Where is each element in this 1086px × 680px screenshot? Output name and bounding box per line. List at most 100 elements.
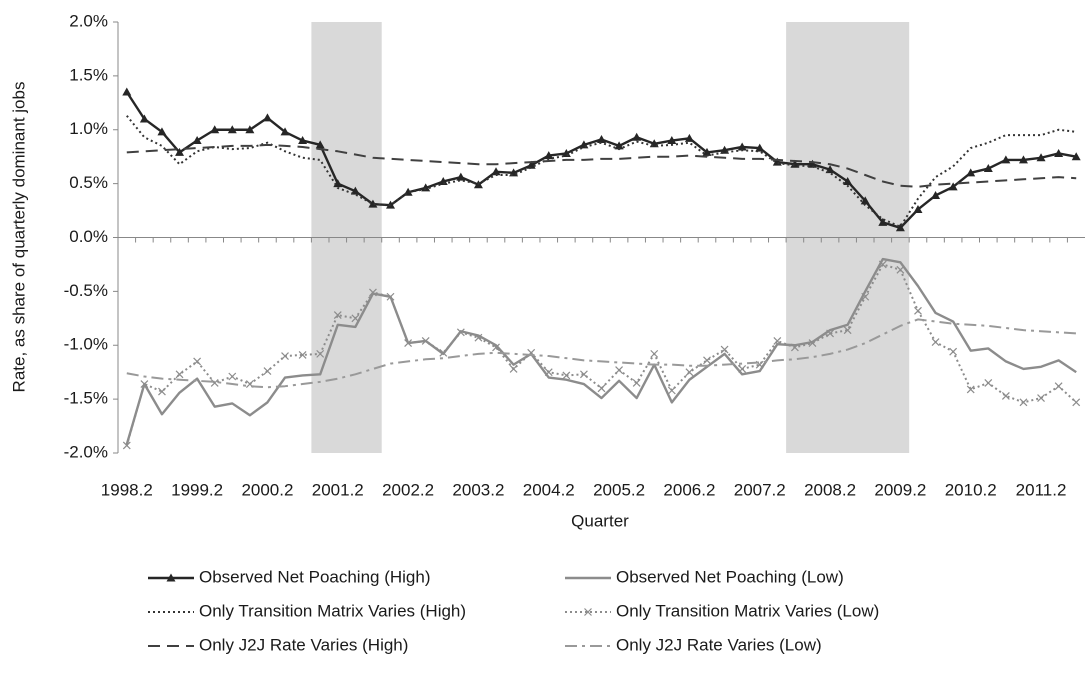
legend-label: Only Transition Matrix Varies (High) — [199, 601, 466, 620]
marker-x — [738, 365, 747, 373]
marker-x — [931, 338, 940, 346]
marker-triangle — [895, 223, 905, 232]
marker-x — [298, 351, 307, 359]
y-tick-label: -1.5% — [64, 389, 108, 408]
y-tick-label: 1.5% — [69, 65, 108, 84]
x-tick-label: 2003.2 — [452, 480, 504, 499]
legend-marker — [166, 573, 176, 582]
marker-triangle — [122, 87, 132, 96]
x-tick-label: 2009.2 — [874, 480, 926, 499]
x-tick-label: 1998.2 — [101, 480, 153, 499]
x-tick-label: 2004.2 — [523, 480, 575, 499]
marker-triangle — [737, 142, 747, 151]
marker-x — [439, 348, 448, 357]
marker-triangle — [1018, 155, 1028, 164]
marker-x — [597, 384, 606, 393]
marker-triangle — [614, 141, 624, 150]
marker-x — [509, 365, 518, 373]
marker-x — [650, 349, 659, 358]
legend-label: Only Transition Matrix Varies (Low) — [616, 601, 879, 620]
marker-x — [790, 343, 799, 352]
legend-item: Only Transition Matrix Varies (High) — [148, 601, 466, 620]
marker-triangle — [843, 176, 853, 185]
marker-triangle — [368, 199, 378, 208]
legend-label: Only J2J Rate Varies (Low) — [616, 635, 822, 654]
y-tick-label: 0.5% — [69, 173, 108, 192]
marker-triangle — [210, 125, 220, 134]
marker-x — [861, 292, 870, 301]
marker-triangle — [684, 133, 694, 142]
marker-triangle — [526, 160, 536, 169]
x-tick-label: 2010.2 — [945, 480, 997, 499]
series-line — [126, 318, 1077, 389]
x-tick-label: 2007.2 — [734, 480, 786, 499]
marker-triangle — [157, 127, 167, 136]
marker-triangle — [1071, 152, 1081, 161]
marker-triangle — [913, 204, 923, 213]
legend-marker — [584, 608, 592, 616]
marker-x — [333, 311, 342, 320]
marker-x — [474, 333, 483, 342]
legend-label: Observed Net Poaching (Low) — [616, 567, 844, 586]
marker-triangle — [948, 182, 958, 191]
marker-x — [667, 386, 676, 395]
marker-x — [140, 380, 149, 388]
marker-triangle — [298, 136, 308, 145]
marker-triangle — [544, 151, 554, 160]
legend-item: Only Transition Matrix Varies (Low) — [565, 601, 879, 620]
marker-triangle — [175, 147, 185, 156]
legend-label: Observed Net Poaching (High) — [199, 567, 431, 586]
marker-triangle — [139, 114, 149, 123]
marker-x — [703, 356, 711, 365]
x-tick-label: 2002.2 — [382, 480, 434, 499]
marker-x — [456, 328, 465, 337]
marker-triangle — [878, 217, 888, 226]
marker-x — [685, 368, 694, 377]
marker-x — [562, 371, 571, 380]
y-tick-label: 1.0% — [69, 119, 108, 138]
marker-x — [544, 368, 553, 377]
series-line — [126, 115, 1077, 228]
marker-triangle — [245, 125, 255, 134]
marker-x — [351, 314, 360, 323]
marker-x — [421, 337, 430, 345]
series-line — [125, 257, 1077, 445]
marker-x — [404, 339, 413, 348]
marker-x — [896, 265, 905, 274]
marker-x — [1037, 394, 1045, 402]
marker-x — [228, 372, 237, 381]
marker-x — [808, 339, 817, 348]
marker-x — [263, 367, 272, 376]
y-tick-label: 2.0% — [69, 11, 108, 30]
marker-x — [1054, 382, 1063, 391]
series-line — [125, 263, 1077, 446]
legend-item: Observed Net Poaching (Low) — [565, 567, 844, 586]
legend-item: Only J2J Rate Varies (High) — [148, 635, 408, 654]
marker-x — [386, 292, 395, 301]
legend-item: Only J2J Rate Varies (Low) — [565, 635, 822, 654]
series-line — [125, 91, 1077, 229]
marker-x — [1001, 391, 1010, 400]
x-tick-label: 2000.2 — [241, 480, 293, 499]
marker-x — [914, 306, 922, 315]
x-axis-title: Quarter — [571, 511, 629, 530]
x-tick-label: 2006.2 — [663, 480, 715, 499]
marker-x — [615, 366, 624, 374]
marker-triangle — [1054, 148, 1064, 157]
marker-triangle — [597, 134, 606, 143]
legend-item: Observed Net Poaching (High) — [148, 567, 431, 586]
legend-label: Only J2J Rate Varies (High) — [199, 635, 408, 654]
marker-triangle — [456, 172, 466, 181]
marker-x — [579, 370, 588, 379]
marker-triangle — [262, 113, 272, 122]
marker-x — [843, 326, 852, 335]
marker-triangle — [491, 167, 501, 176]
x-tick-label: 2011.2 — [1016, 480, 1067, 499]
y-axis-title: Rate, as share of quarterly dominant job… — [9, 82, 28, 393]
marker-triangle — [438, 176, 448, 185]
marker-triangle — [315, 140, 325, 149]
x-tick-label: 2008.2 — [804, 480, 856, 499]
marker-triangle — [931, 190, 941, 199]
marker-x — [158, 387, 166, 396]
